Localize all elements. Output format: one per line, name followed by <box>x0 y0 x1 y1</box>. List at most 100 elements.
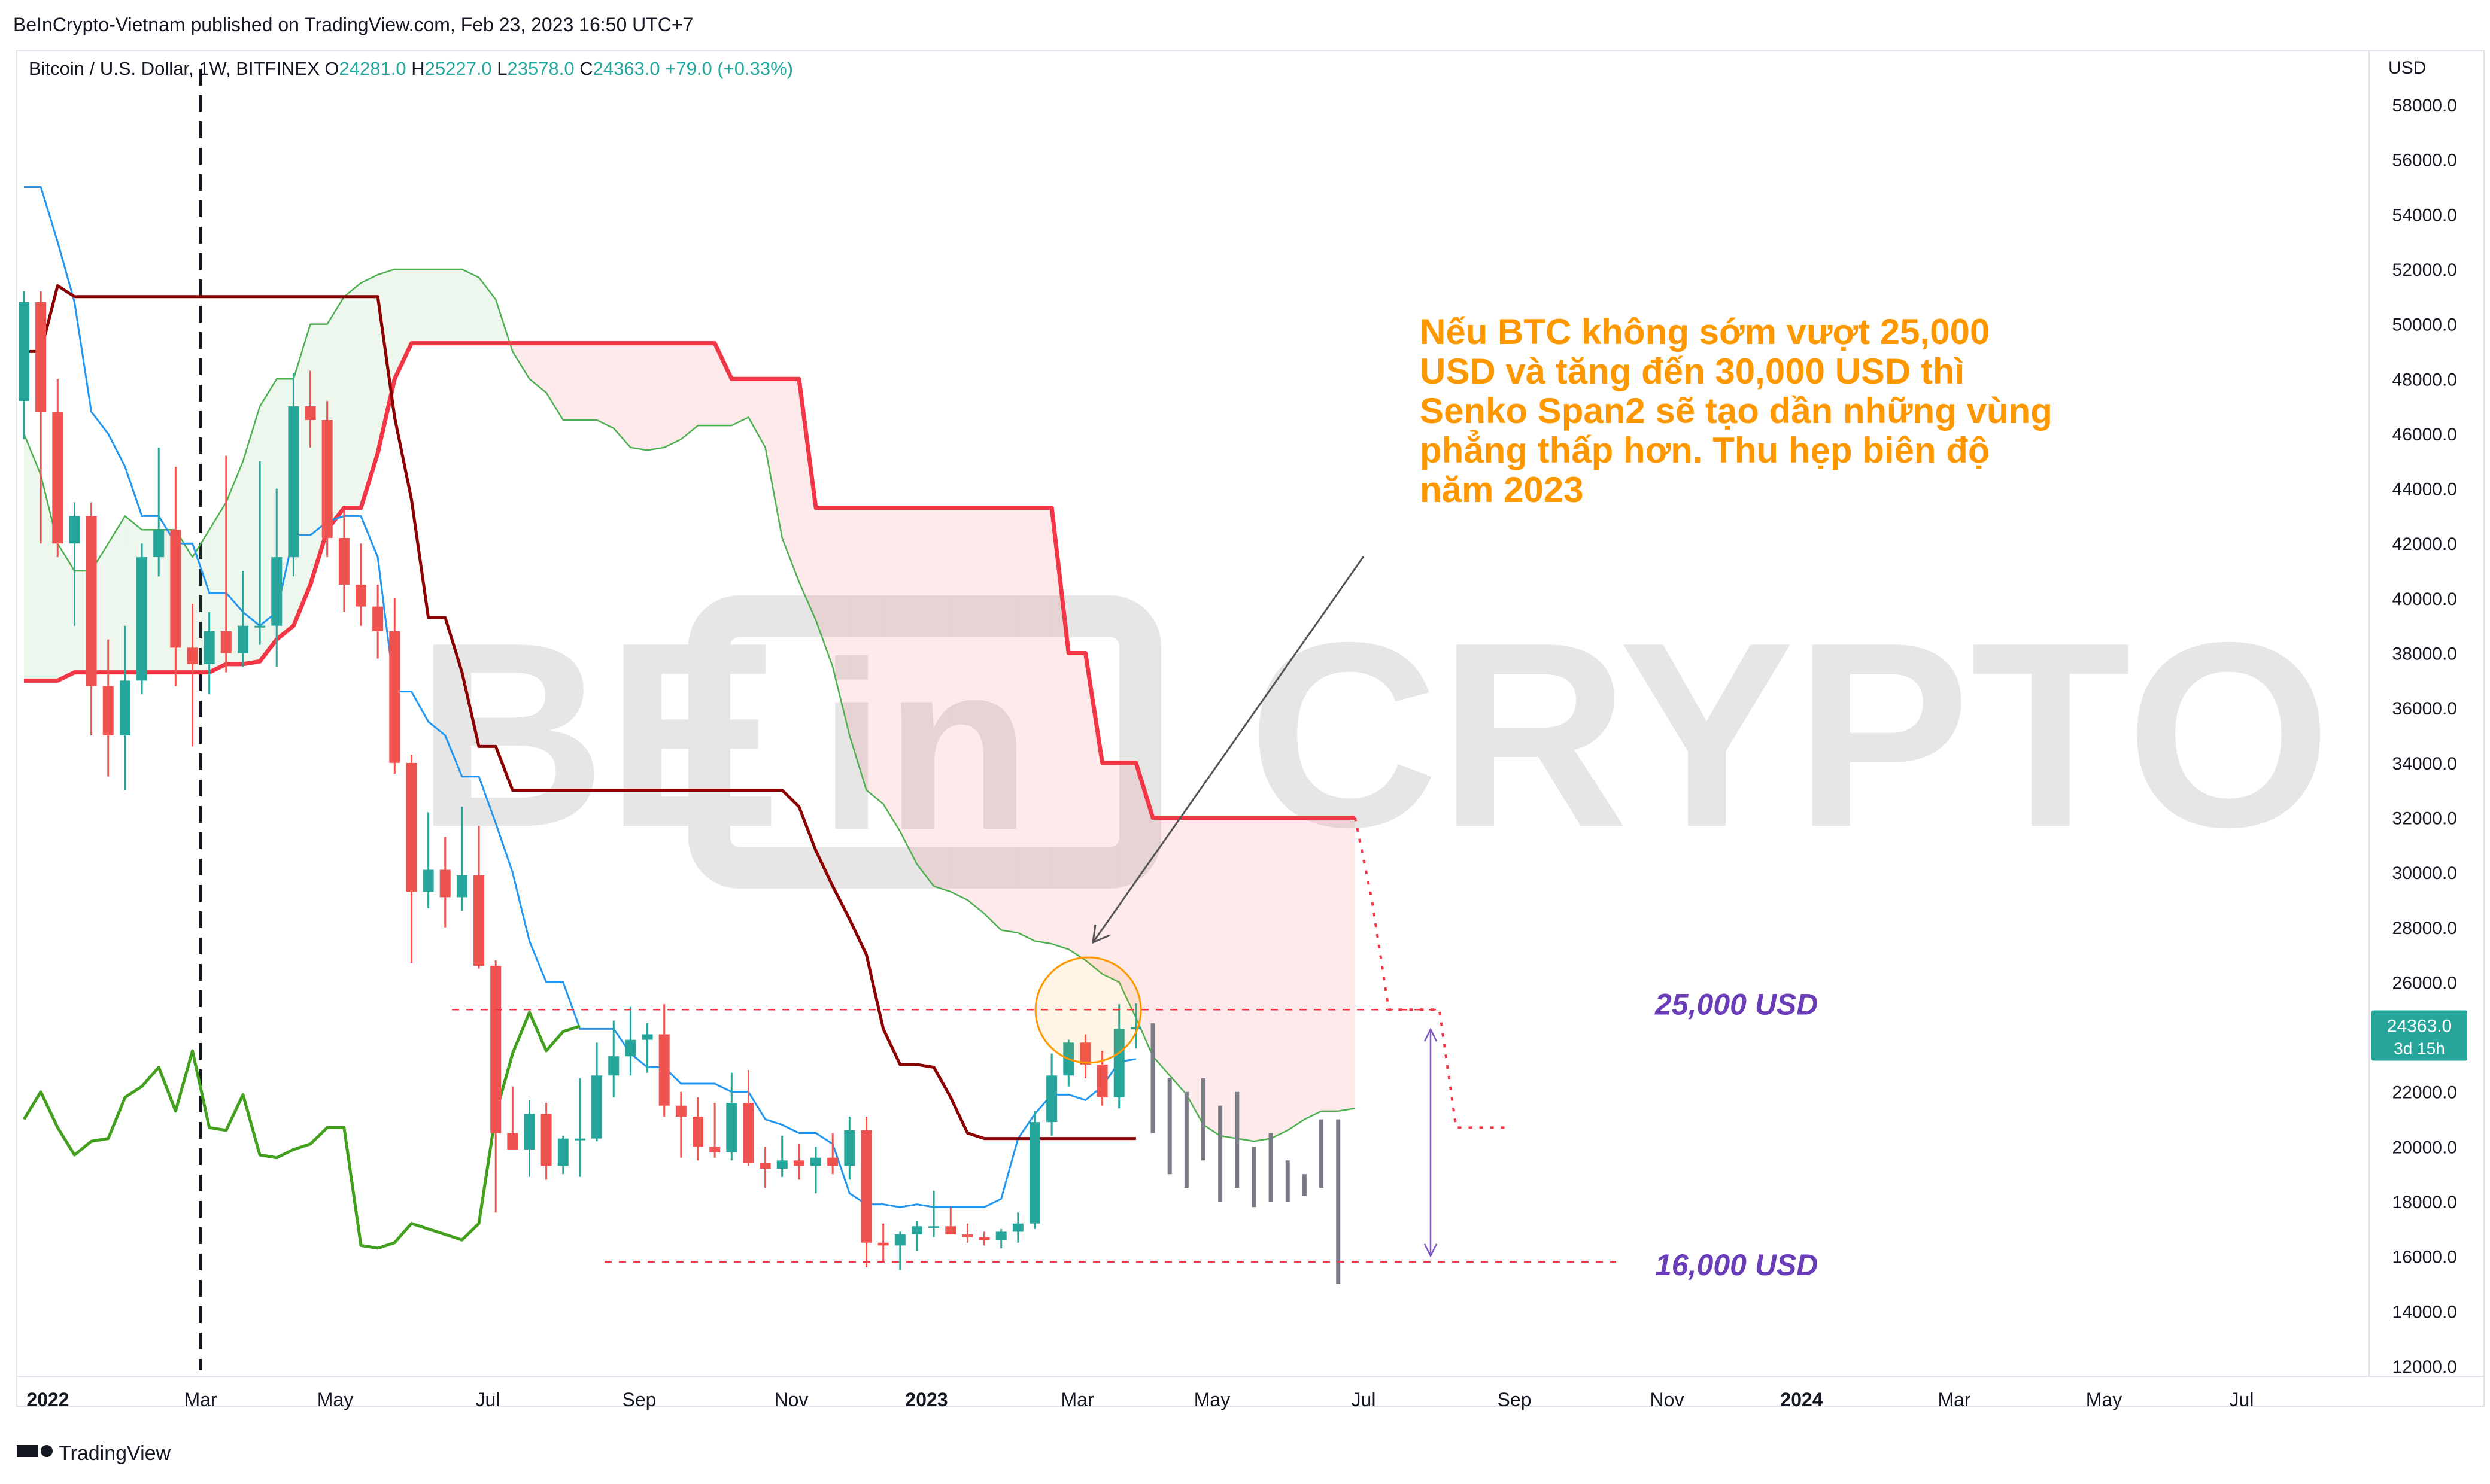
cloud-segment <box>833 507 850 735</box>
cloud-segment <box>816 507 833 667</box>
candle-body <box>1130 1027 1141 1030</box>
cloud-segment <box>1001 507 1018 933</box>
price-tick-label: 46000.0 <box>2392 425 2457 445</box>
chart-frame <box>16 50 2485 1407</box>
cloud-segment <box>1068 653 1086 960</box>
price-tick-label: 38000.0 <box>2392 644 2457 664</box>
time-tick-label: 2023 <box>905 1389 948 1410</box>
pointer-arrow-line <box>1092 556 1365 943</box>
watermark-right: CRYPTO <box>1248 588 2331 882</box>
cloud-segment <box>967 507 985 914</box>
candle-body <box>675 1105 687 1117</box>
price-tick-label: 58000.0 <box>2392 96 2457 115</box>
cloud-segment <box>798 379 816 621</box>
cloud-segment <box>748 379 766 448</box>
candle-body <box>557 1138 569 1166</box>
candle-body <box>793 1160 804 1166</box>
watermark-middle: in <box>818 612 1031 880</box>
highlight-circle <box>1034 956 1142 1064</box>
candle-body <box>271 557 283 626</box>
candle-body <box>102 686 114 735</box>
candle-body <box>1046 1075 1058 1123</box>
axis-currency-label: USD <box>2388 58 2426 78</box>
cloud-segment <box>934 507 951 892</box>
cloud-segment <box>461 269 479 343</box>
cloud-segment <box>597 343 614 428</box>
cloud-segment <box>1186 817 1204 1125</box>
candle-body <box>119 680 130 735</box>
price-tick-label: 12000.0 <box>2392 1357 2457 1377</box>
cloud-segment <box>1287 817 1305 1130</box>
candle-body <box>726 1103 737 1152</box>
legend-part: C <box>579 58 593 79</box>
cloud-segment <box>1135 762 1153 1057</box>
candle-body <box>406 762 417 892</box>
cloud-segment <box>428 269 445 343</box>
candle-body <box>69 516 80 544</box>
cloud-segment <box>765 379 782 539</box>
candle-body <box>153 530 165 558</box>
range-arrow-head-top <box>1423 1027 1438 1042</box>
candle-body <box>827 1157 839 1166</box>
candle-body <box>524 1114 535 1150</box>
senkou-span-a-line <box>23 268 1356 1142</box>
annotation-text-line: Senko Span2 sẽ tạo dần những vùng <box>1420 391 2052 431</box>
cloud-segment <box>984 507 1001 930</box>
cloud-segment <box>108 516 125 673</box>
price-tick-label: 36000.0 <box>2392 699 2457 719</box>
candle-body <box>52 412 63 544</box>
candle-body <box>574 1138 585 1141</box>
price-tick-label: 50000.0 <box>2392 315 2457 335</box>
tradingview-logo-dot <box>41 1445 53 1457</box>
time-axis: 2022 Mar May Jul Sep Nov 2023 Mar May Jul Sep Nov 20… <box>26 1389 2254 1410</box>
cloud-segment <box>1304 817 1322 1120</box>
price-tick-label: 56000.0 <box>2392 151 2457 171</box>
cloud-segment <box>900 507 917 865</box>
cloud-segment <box>1119 762 1136 1018</box>
cloud-segment <box>209 502 226 673</box>
candle-body <box>658 1034 670 1106</box>
candle-body <box>760 1163 771 1169</box>
time-tick-label: May <box>1194 1389 1230 1410</box>
candle-body <box>928 1226 940 1228</box>
candle-body <box>490 965 502 1133</box>
price-tick-label: 44000.0 <box>2392 480 2457 500</box>
price-tick-label: 14000.0 <box>2392 1302 2457 1322</box>
cloud-segment <box>1203 817 1220 1136</box>
price-tick-label: 28000.0 <box>2392 919 2457 938</box>
candle-body <box>204 631 215 664</box>
legend-part: Bitcoin / U.S. Dollar, 1W, BITFINEX <box>29 58 324 79</box>
legend-part: L <box>497 58 507 79</box>
candle-body <box>456 875 467 898</box>
cloud-segment <box>361 275 378 508</box>
candle-body <box>1080 1042 1091 1065</box>
candle-body <box>19 302 29 401</box>
footer-brand: TradingView <box>59 1442 171 1465</box>
candle-body <box>1113 1029 1125 1097</box>
candle-body <box>810 1157 822 1166</box>
candle-body <box>995 1231 1007 1240</box>
candle-body <box>389 631 400 763</box>
candle-body <box>945 1226 956 1235</box>
cloud-segment <box>411 269 429 343</box>
legend-part: 24363.0 <box>593 58 666 79</box>
candle-body <box>911 1226 922 1235</box>
cloud-segment <box>242 406 260 664</box>
candle-body <box>372 606 384 631</box>
time-tick-label: Mar <box>1061 1389 1094 1410</box>
cloud-segment <box>698 343 715 426</box>
cloud-segment <box>1085 653 1103 974</box>
cloud-segment <box>41 475 58 681</box>
candle-body <box>693 1116 703 1147</box>
kijun-sen-line <box>24 284 1136 1141</box>
candle-body <box>220 631 232 653</box>
time-tick-label: Mar <box>184 1389 217 1410</box>
cloud-segment <box>866 507 883 804</box>
price-tick-label: 16000.0 <box>2392 1248 2457 1267</box>
range-arrow-head-bottom <box>1423 1243 1438 1258</box>
cloud-segment <box>344 282 361 508</box>
cloud-segment <box>916 507 934 887</box>
grid <box>16 50 2485 1407</box>
chikou-span-line <box>22 1011 581 1250</box>
